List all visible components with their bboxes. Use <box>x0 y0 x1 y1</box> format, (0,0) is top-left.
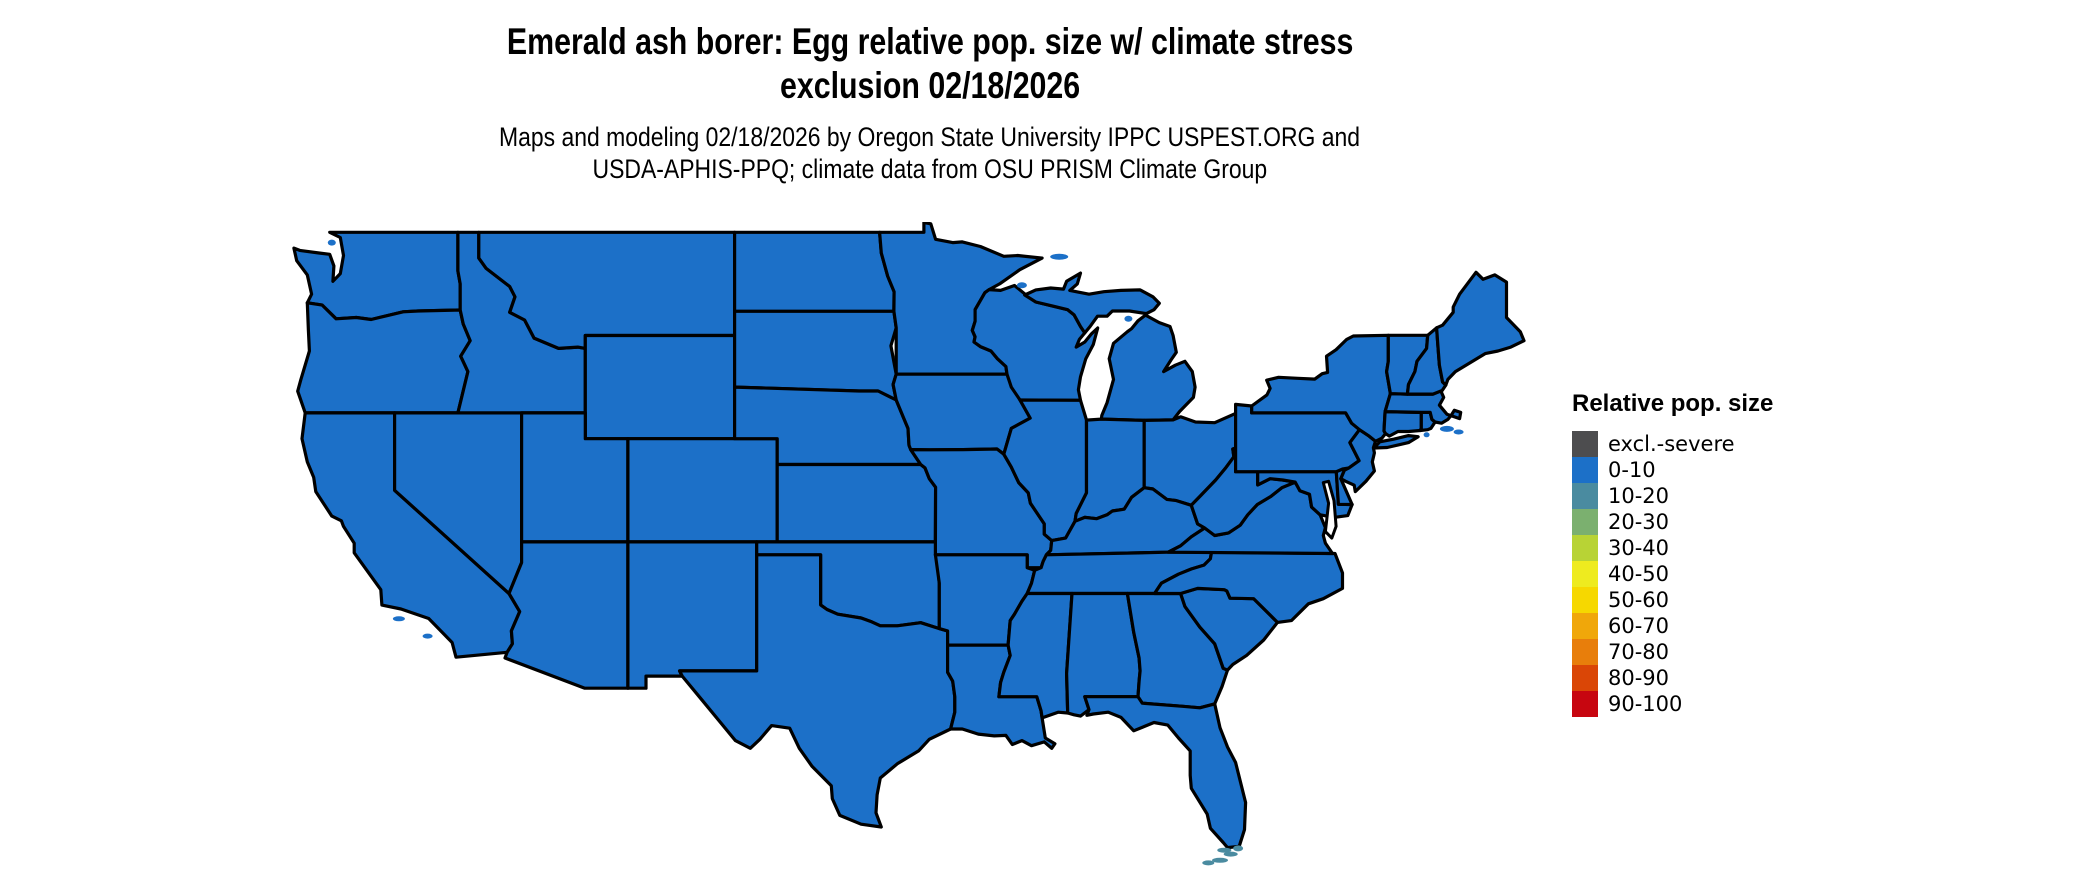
state-oregon <box>296 301 472 415</box>
legend-item-label: 60-70 <box>1608 614 1670 638</box>
legend-item: 50-60 <box>1572 587 1773 613</box>
island <box>392 616 405 622</box>
island <box>1453 429 1464 435</box>
figure-subtitle-line1: Maps and modeling 02/18/2026 by Oregon S… <box>499 122 1361 152</box>
island <box>422 633 433 639</box>
legend-item: 40-50 <box>1572 561 1773 587</box>
island <box>1050 253 1069 260</box>
state-north-dakota <box>733 230 896 313</box>
legend-item-label: 10-20 <box>1608 484 1670 508</box>
legend-title: Relative pop. size <box>1572 390 1774 417</box>
legend-swatch <box>1572 509 1598 535</box>
legend-swatch <box>1572 561 1598 587</box>
legend-item: 60-70 <box>1572 613 1773 639</box>
legend-item: 0-10 <box>1572 457 1773 483</box>
legend-item-label: 0-10 <box>1608 458 1656 482</box>
island <box>1423 432 1430 438</box>
florida-keys <box>1217 847 1232 853</box>
legend-rows: excl.-severe 0-10 10-20 20-30 30-40 40-50 50-6… <box>1572 431 1773 717</box>
island <box>1016 282 1027 289</box>
florida-keys <box>1212 857 1228 863</box>
island <box>1439 425 1454 432</box>
state-florida <box>1083 695 1248 850</box>
us-map <box>292 222 1526 866</box>
florida-keys <box>1233 845 1244 852</box>
state-wyoming <box>583 333 737 441</box>
legend-item-label: 70-80 <box>1608 640 1670 664</box>
figure-title-line1: Emerald ash borer: Egg relative pop. siz… <box>506 21 1354 62</box>
state-new-jersey <box>1339 428 1378 494</box>
legend-swatch <box>1572 431 1598 457</box>
state-connecticut <box>1382 410 1423 438</box>
florida-keys <box>1202 860 1215 866</box>
legend-swatch <box>1572 665 1598 691</box>
florida-keys <box>1223 851 1238 857</box>
figure-title: Emerald ash borer: Egg relative pop. siz… <box>0 20 1860 108</box>
legend-item-label: 20-30 <box>1608 510 1670 534</box>
state-new-mexico <box>626 540 759 690</box>
figure-subtitle-line2: USDA-APHIS-PPQ; climate data from OSU PR… <box>592 154 1268 184</box>
state-long-island <box>1372 434 1420 450</box>
legend-item-label: 50-60 <box>1608 588 1670 612</box>
legend-swatch <box>1572 457 1598 483</box>
legend-swatch <box>1572 535 1598 561</box>
state-arizona <box>503 540 630 690</box>
legend-swatch <box>1572 639 1598 665</box>
island <box>327 239 336 246</box>
legend-item: 20-30 <box>1572 509 1773 535</box>
legend-swatch <box>1572 691 1598 717</box>
state-michigan <box>1099 313 1197 422</box>
figure-title-line2: exclusion 02/18/2026 <box>779 65 1081 106</box>
island <box>1124 315 1133 322</box>
legend: Relative pop. size excl.-severe 0-10 10-20… <box>1572 390 1773 717</box>
chesapeake-bay <box>1321 479 1338 540</box>
legend-item-label: excl.-severe <box>1608 432 1735 456</box>
state-north-carolina <box>1153 550 1345 624</box>
legend-item: 10-20 <box>1572 483 1773 509</box>
figure-subtitle: Maps and modeling 02/18/2026 by Oregon S… <box>0 121 1860 185</box>
legend-item: 90-100 <box>1572 691 1773 717</box>
legend-item: 70-80 <box>1572 639 1773 665</box>
legend-swatch <box>1572 587 1598 613</box>
legend-item-label: 40-50 <box>1608 562 1670 586</box>
state-michigan-up <box>1023 271 1161 335</box>
legend-item-label: 80-90 <box>1608 666 1670 690</box>
legend-item: 30-40 <box>1572 535 1773 561</box>
state-kansas <box>775 462 938 544</box>
state-texas <box>678 553 957 829</box>
legend-swatch <box>1572 483 1598 509</box>
state-colorado <box>626 437 779 544</box>
legend-item: excl.-severe <box>1572 431 1773 457</box>
legend-item-label: 90-100 <box>1608 692 1683 716</box>
legend-swatch <box>1572 613 1598 639</box>
legend-item: 80-90 <box>1572 665 1773 691</box>
legend-item-label: 30-40 <box>1608 536 1670 560</box>
state-maine <box>1435 270 1526 387</box>
